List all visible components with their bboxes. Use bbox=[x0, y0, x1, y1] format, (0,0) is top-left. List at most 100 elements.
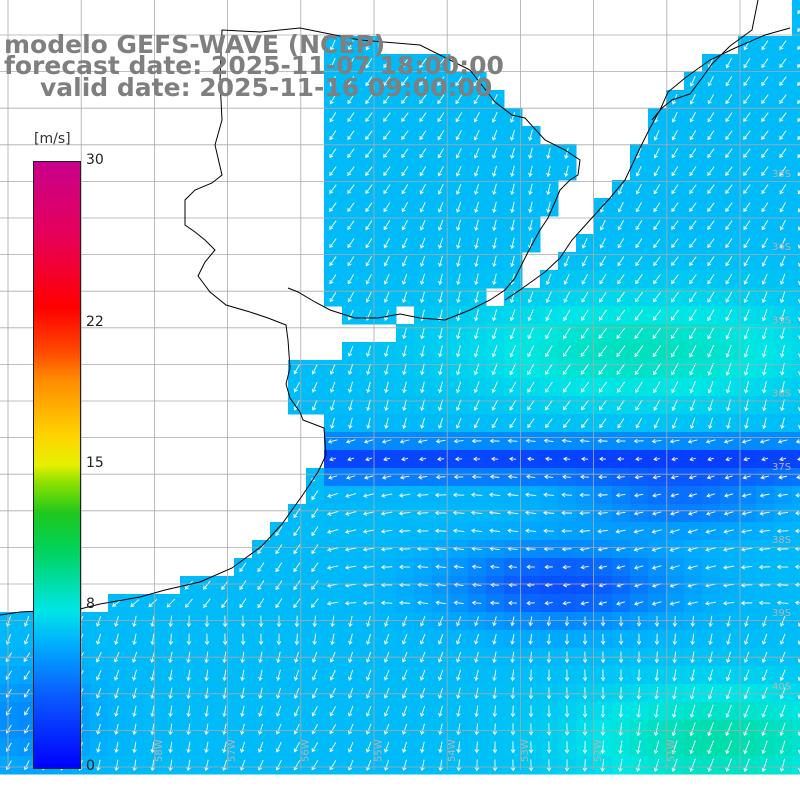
wind-cell bbox=[792, 90, 800, 109]
wind-cell bbox=[792, 36, 800, 55]
wind-arrow bbox=[347, 58, 354, 69]
wind-arrow bbox=[581, 237, 588, 249]
wind-arrow bbox=[777, 511, 789, 516]
wind-arrow bbox=[510, 201, 515, 214]
wind-arrow bbox=[527, 363, 535, 376]
wind-arrow bbox=[760, 475, 769, 480]
wind-arrow bbox=[779, 166, 787, 177]
wind-arrow bbox=[671, 166, 679, 177]
wind-arrow bbox=[383, 76, 391, 87]
wind-cell bbox=[792, 234, 800, 253]
wind-arrow bbox=[634, 309, 644, 321]
wind-arrow bbox=[724, 493, 734, 498]
wind-arrow bbox=[507, 492, 519, 497]
wind-arrow bbox=[562, 474, 572, 480]
wind-arrow bbox=[779, 112, 787, 123]
wind-arrow bbox=[561, 492, 572, 498]
wind-arrow bbox=[743, 130, 751, 140]
wind-arrow bbox=[545, 363, 553, 376]
wind-arrow bbox=[401, 166, 409, 177]
wind-arrow bbox=[653, 256, 661, 267]
wind-arrow bbox=[509, 309, 516, 322]
wind-arrow bbox=[419, 255, 426, 267]
wind-arrow bbox=[580, 327, 590, 340]
wind-arrow bbox=[725, 362, 732, 376]
wind-arrow bbox=[635, 202, 643, 213]
wind-arrow bbox=[581, 309, 589, 321]
wind-arrow bbox=[652, 327, 662, 340]
wind-arrow bbox=[635, 456, 643, 462]
longitude-label: 57W bbox=[227, 739, 238, 762]
wind-arrow bbox=[380, 546, 393, 552]
wind-arrow bbox=[669, 439, 680, 444]
wind-arrow bbox=[524, 510, 537, 515]
wind-arrow bbox=[455, 165, 462, 177]
wind-arrow bbox=[743, 112, 751, 123]
wind-arrow bbox=[581, 255, 588, 267]
wind-arrow bbox=[492, 219, 497, 232]
wind-arrow bbox=[527, 381, 535, 393]
wind-arrow bbox=[779, 255, 786, 267]
wind-arrow bbox=[456, 327, 461, 340]
wind-arrow bbox=[794, 528, 800, 534]
wind-arrow bbox=[581, 418, 589, 429]
wind-arrow bbox=[689, 220, 697, 230]
wind-arrow bbox=[723, 547, 735, 552]
wind-arrow bbox=[527, 309, 534, 322]
wind-arrow bbox=[455, 456, 463, 462]
wind-arrow bbox=[795, 510, 800, 516]
wind-arrow bbox=[528, 147, 533, 160]
wind-arrow bbox=[365, 345, 372, 358]
wind-cell bbox=[792, 108, 800, 127]
wind-cell bbox=[792, 684, 800, 703]
wind-arrow bbox=[599, 273, 607, 285]
wind-arrow bbox=[562, 345, 571, 358]
wind-arrow bbox=[293, 526, 301, 537]
wind-arrow bbox=[365, 40, 373, 51]
wind-arrow bbox=[365, 256, 373, 267]
wind-arrow bbox=[617, 238, 625, 249]
wind-arrow bbox=[635, 274, 643, 285]
wind-arrow bbox=[597, 510, 608, 516]
wind-arrow bbox=[365, 112, 373, 123]
wind-arrow bbox=[777, 439, 788, 444]
wind-arrow bbox=[437, 417, 444, 429]
wind-arrow bbox=[437, 165, 444, 177]
wind-arrow bbox=[743, 362, 750, 376]
wind-cell bbox=[792, 270, 800, 289]
longitude-label: 53W bbox=[520, 739, 531, 762]
wind-cell bbox=[792, 288, 800, 307]
longitude-label: 58W bbox=[154, 739, 165, 762]
wind-arrow bbox=[435, 439, 446, 444]
wind-arrow bbox=[311, 363, 318, 375]
wind-cell bbox=[792, 666, 800, 685]
wind-arrow bbox=[346, 475, 356, 480]
wind-arrow bbox=[435, 474, 446, 480]
wind-arrow bbox=[491, 309, 498, 322]
colorbar-tick-label: 30 bbox=[86, 152, 104, 168]
wind-arrow bbox=[507, 528, 519, 533]
latitude-label: 37S bbox=[772, 462, 791, 473]
wind-arrow bbox=[671, 456, 678, 462]
wind-arrow bbox=[581, 456, 589, 462]
colorbar-unit: [m/s] bbox=[34, 131, 71, 147]
wind-arrow bbox=[795, 492, 800, 498]
wind-arrow bbox=[761, 255, 768, 267]
wind-arrow bbox=[473, 417, 480, 429]
wind-cell bbox=[792, 18, 800, 37]
wind-arrow bbox=[438, 309, 443, 322]
wind-arrow bbox=[362, 511, 375, 516]
wind-arrow bbox=[615, 529, 626, 534]
wind-arrow bbox=[434, 492, 447, 498]
wind-arrow bbox=[759, 529, 771, 534]
wind-arrow bbox=[275, 526, 283, 537]
wind-cell bbox=[792, 360, 800, 379]
wind-arrow bbox=[599, 399, 607, 411]
wind-arrow bbox=[761, 362, 767, 376]
wind-cell bbox=[792, 72, 800, 91]
wind-arrow bbox=[689, 344, 697, 358]
wind-arrow bbox=[671, 129, 678, 141]
wind-arrow bbox=[743, 344, 750, 358]
wind-arrow bbox=[689, 291, 697, 303]
